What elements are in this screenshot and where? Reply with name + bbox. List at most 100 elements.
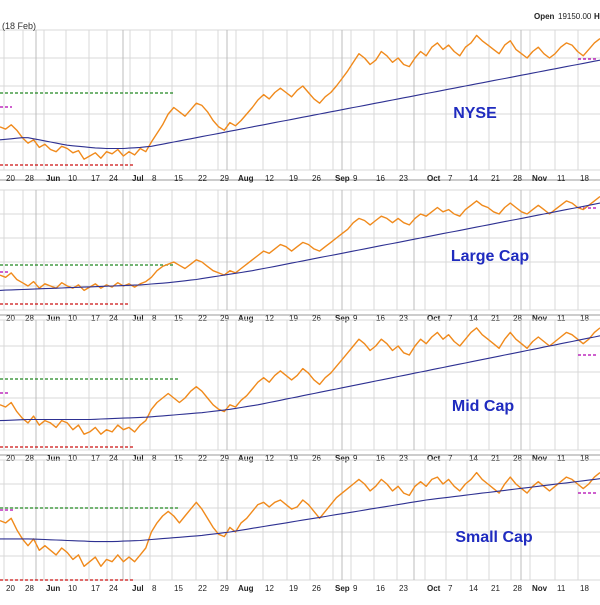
x-tick-label: Sep <box>335 454 350 463</box>
x-tick-label: 15 <box>174 314 183 323</box>
mid-cap-price-line <box>0 327 600 435</box>
x-tick-label: 22 <box>198 584 207 593</box>
x-tick-label: Jun <box>46 584 60 593</box>
x-tick-label: 28 <box>25 174 34 183</box>
x-tick-label: Aug <box>238 314 254 323</box>
x-tick-label: 28 <box>513 174 522 183</box>
open-value: 19150.00 <box>558 12 592 21</box>
x-tick-label: 14 <box>469 174 478 183</box>
x-tick-label: Aug <box>238 584 254 593</box>
mid-cap-moving-average-line <box>0 335 600 422</box>
x-tick-label: 12 <box>265 584 274 593</box>
x-tick-label: 23 <box>399 584 408 593</box>
x-tick-label: 21 <box>491 314 500 323</box>
large-cap-price-line <box>0 195 600 292</box>
x-tick-label: 17 <box>91 454 100 463</box>
x-tick-label: 17 <box>91 174 100 183</box>
x-tick-label: 22 <box>198 174 207 183</box>
x-tick-label: 24 <box>109 584 118 593</box>
x-tick-label: 23 <box>399 174 408 183</box>
x-tick-label: 29 <box>220 174 229 183</box>
small-cap-moving-average-line <box>0 478 600 543</box>
x-tick-label: Oct <box>427 174 441 183</box>
x-tick-label: 9 <box>353 454 358 463</box>
x-tick-label: 8 <box>152 314 157 323</box>
x-tick-label: 21 <box>491 174 500 183</box>
x-tick-label: 10 <box>68 174 77 183</box>
x-tick-label: 28 <box>513 314 522 323</box>
x-tick-label: 22 <box>198 454 207 463</box>
x-tick-label: 10 <box>68 314 77 323</box>
x-tick-label: Oct <box>427 584 441 593</box>
x-tick-label: 28 <box>513 454 522 463</box>
x-tick-label: Jul <box>132 174 144 183</box>
x-tick-label: 24 <box>109 454 118 463</box>
x-tick-label: 11 <box>557 314 566 323</box>
x-tick-label: Nov <box>532 174 548 183</box>
x-tick-label: 17 <box>91 314 100 323</box>
x-tick-label: 16 <box>376 584 385 593</box>
x-tick-label: Aug <box>238 454 254 463</box>
x-tick-label: 19 <box>289 454 298 463</box>
x-tick-label: 24 <box>109 314 118 323</box>
x-tick-label: 20 <box>6 584 15 593</box>
x-tick-label: 20 <box>6 174 15 183</box>
x-tick-label: 10 <box>68 584 77 593</box>
x-tick-label: Jun <box>46 314 60 323</box>
x-tick-label: 15 <box>174 454 183 463</box>
x-tick-label: 12 <box>265 314 274 323</box>
x-tick-label: Nov <box>532 314 548 323</box>
x-tick-label: Nov <box>532 454 548 463</box>
x-tick-label: 18 <box>580 174 589 183</box>
x-tick-label: 8 <box>152 584 157 593</box>
x-tick-label: 15 <box>174 174 183 183</box>
large-cap-panel-title: Large Cap <box>451 248 529 265</box>
x-tick-label: Jun <box>46 454 60 463</box>
x-tick-label: 28 <box>513 584 522 593</box>
x-tick-label: 11 <box>557 174 566 183</box>
x-tick-label: 7 <box>448 584 453 593</box>
x-tick-label: 26 <box>312 314 321 323</box>
x-tick-label: 10 <box>68 454 77 463</box>
chart-header: (18 Feb) Open 19150.00 H <box>0 0 600 31</box>
x-tick-label: 21 <box>491 454 500 463</box>
small-cap-price-line <box>0 471 600 567</box>
x-tick-label: 18 <box>580 454 589 463</box>
nyse-panel-title: NYSE <box>453 105 497 122</box>
x-tick-label: 12 <box>265 174 274 183</box>
x-tick-label: 11 <box>557 584 566 593</box>
x-tick-label: Jul <box>132 584 144 593</box>
mid-cap-panel-title: Mid Cap <box>452 398 514 415</box>
nyse-moving-average-line <box>0 59 600 150</box>
x-tick-label: Sep <box>335 584 350 593</box>
open-label: Open <box>534 12 555 21</box>
large-cap-moving-average-line <box>0 202 600 291</box>
x-tick-label: 19 <box>289 174 298 183</box>
x-tick-label: 22 <box>198 314 207 323</box>
x-tick-label: 28 <box>25 584 34 593</box>
x-tick-label: 9 <box>353 174 358 183</box>
x-tick-label: 26 <box>312 454 321 463</box>
x-tick-label: 11 <box>557 454 566 463</box>
x-tick-label: 19 <box>289 584 298 593</box>
x-tick-label: 18 <box>580 584 589 593</box>
x-tick-label: 7 <box>448 454 453 463</box>
x-tick-label: 19 <box>289 314 298 323</box>
x-tick-label: 14 <box>469 314 478 323</box>
x-tick-label: 12 <box>265 454 274 463</box>
high-label: H <box>594 12 600 21</box>
x-tick-label: 9 <box>353 584 358 593</box>
x-tick-label: 29 <box>220 314 229 323</box>
x-tick-label: Jul <box>132 314 144 323</box>
small-cap-panel-title: Small Cap <box>455 529 533 546</box>
nyse-price-line <box>0 34 600 160</box>
x-tick-label: 17 <box>91 584 100 593</box>
x-tick-label: Jul <box>132 454 144 463</box>
x-tick-label: Sep <box>335 174 350 183</box>
x-tick-label: 14 <box>469 454 478 463</box>
x-tick-label: 8 <box>152 174 157 183</box>
x-tick-label: 20 <box>6 454 15 463</box>
x-tick-label: 26 <box>312 174 321 183</box>
